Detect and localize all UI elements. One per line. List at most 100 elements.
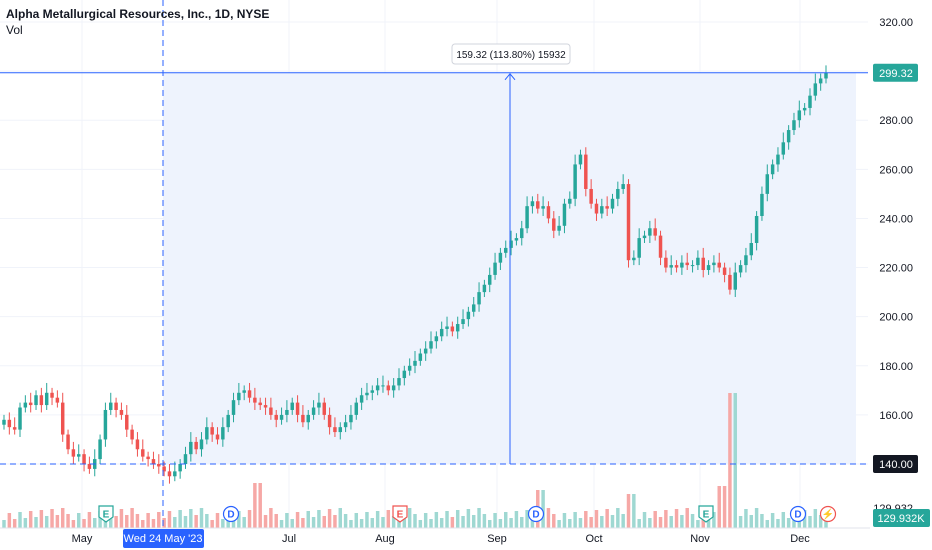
earnings-event-icon[interactable]: E [98,505,114,523]
candle-body [573,164,577,199]
candle-body [701,257,705,271]
price-axis-tick: 180.00 [879,361,913,373]
volume-bar [327,509,332,528]
dividend-event-icon[interactable]: D [527,505,545,523]
candle-body [546,206,551,219]
candle-body [269,407,273,415]
volume-bar [183,516,188,528]
crosshair-price-tag-text: 140.00 [879,459,913,471]
volume-bar [76,513,81,528]
candle-body [776,154,780,165]
volume-bar [18,512,22,528]
candle-body [600,206,604,214]
candle-body [141,449,145,457]
volume-bar [87,512,92,528]
candle-body [541,206,545,209]
volume-bar [146,513,150,528]
candle-body [210,427,214,435]
candle-body [461,319,465,325]
crosshair-date-tag-text: Wed 24 May '23 [124,533,203,545]
volume-bar [269,508,273,528]
candle-body [338,427,343,433]
chart-title: Alpha Metallurgical Resources, Inc., 1D,… [6,7,270,21]
candle-body [343,422,348,428]
volume-bar [520,517,524,528]
candle-body [504,247,508,253]
measure-label-box [451,43,571,65]
candle-body [311,407,316,415]
time-axis-tick: Sep [487,533,507,545]
candle-body [18,407,22,430]
dividend-badge [527,505,545,523]
candle-body [680,262,684,268]
candle-body [792,120,796,131]
candle-body [253,397,257,403]
candle-body [434,336,439,342]
volume-indicator-label: Vol [6,23,23,37]
earnings-badge-glyph: E [397,510,404,521]
volume-bar [343,514,348,528]
volume-bar [103,517,108,528]
candle-body [66,434,70,450]
volume-bar [487,520,492,528]
candle-body [162,466,166,472]
candle-body [349,414,353,423]
earnings-event-icon[interactable]: E [698,505,714,523]
earnings-badge [98,505,114,523]
current-price-tag [873,63,918,82]
dividend-badge-glyph: D [794,510,801,521]
candle-body [226,414,230,428]
candle-body [520,228,524,239]
volume-bar [504,512,508,528]
candle-body [178,464,182,472]
candle-body [754,215,759,243]
dividend-event-icon[interactable]: D [222,505,240,523]
volume-bar [39,510,44,528]
volume-bar [546,508,551,528]
volume-bar [493,513,497,528]
earnings-event-icon[interactable]: E [392,505,408,523]
candle-body [626,184,631,261]
volume-bar [263,515,268,528]
candle-body [760,193,764,216]
volume-bar [733,393,737,528]
volume-bar [471,515,476,528]
candle-body [370,390,375,393]
volume-bar [610,515,615,528]
candle-body [359,395,364,403]
candle-body [423,348,428,354]
volume-bar [482,514,487,528]
candle-body [205,427,209,440]
candle-body [109,402,113,410]
volume-bar [760,514,764,528]
candle-body [157,464,161,467]
candle-body [60,402,65,435]
candle-body [568,198,572,204]
volume-bar [455,510,460,528]
volume-bar [434,512,439,528]
candle-body [407,365,412,371]
candle-body [125,414,129,430]
volume-bar [680,515,684,528]
candle-body [135,439,140,450]
candle-body [509,240,513,248]
time-axis-tick: Jul [282,533,296,545]
volume-bar [381,517,385,528]
split-event-icon[interactable]: ⚡ [819,505,837,523]
volume-bar [818,515,823,528]
volume-bar [696,520,700,528]
candle-body [728,274,732,290]
volume-bar [632,494,636,528]
volume-bar [295,512,300,528]
candle-body [402,370,407,379]
volume-bar [498,519,503,528]
volume-bar [306,511,310,528]
dividend-badge [222,505,240,523]
volume-bar [653,511,657,528]
volume-bar [445,511,449,528]
candle-body [71,449,76,457]
dividend-event-icon[interactable]: D [789,505,807,523]
dividend-badge-glyph: D [227,510,234,521]
candle-body [477,292,481,305]
